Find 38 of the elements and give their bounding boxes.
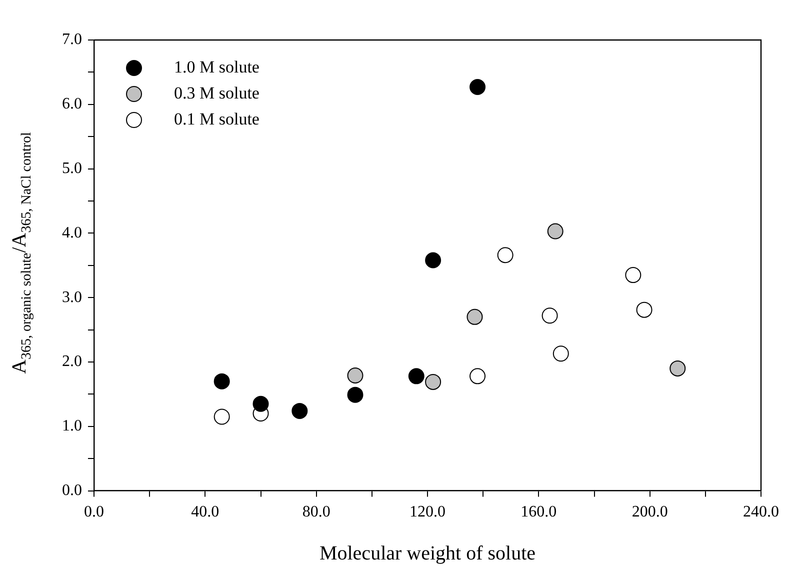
legend-label: 0.3 M solute <box>174 83 260 102</box>
point <box>408 368 424 384</box>
point <box>542 308 558 324</box>
x-tick-label: 80.0 <box>302 504 330 521</box>
y-tick-label: 2.0 <box>62 353 82 370</box>
point <box>347 368 364 384</box>
point <box>547 223 564 240</box>
x-tick-label: 120.0 <box>410 504 446 521</box>
point <box>425 252 442 268</box>
y-tick-label: 4.0 <box>62 224 82 242</box>
y-tick-label: 6.0 <box>62 96 82 113</box>
point <box>347 386 364 403</box>
point <box>214 408 230 425</box>
x-tick-label: 200.0 <box>632 504 668 521</box>
y-tick-label: 7.0 <box>62 31 82 48</box>
y-tick-label: 3.0 <box>62 288 82 306</box>
point <box>470 79 486 96</box>
point <box>292 402 308 419</box>
point <box>552 346 569 362</box>
point <box>214 373 230 390</box>
x-tick-label: 160.0 <box>520 504 557 521</box>
point <box>636 302 652 318</box>
point <box>625 267 642 284</box>
x-tick-label: 240.0 <box>743 504 779 521</box>
y-tick-label: 0.0 <box>62 482 82 500</box>
point <box>425 374 442 390</box>
legend-label: 1.0 M solute <box>174 57 260 76</box>
point <box>470 368 486 384</box>
x-tick-label: 0.0 <box>84 504 104 521</box>
point <box>670 360 686 376</box>
legend-label: 0.1 M solute <box>174 109 260 128</box>
y-tick-label: 1.0 <box>62 418 82 435</box>
x-axis-title: Molecular weight of solute <box>319 542 536 564</box>
point <box>466 308 483 325</box>
point <box>252 396 269 412</box>
point <box>497 247 514 264</box>
y-tick-label: 5.0 <box>62 160 82 178</box>
x-tick-label: 40.0 <box>191 504 220 521</box>
